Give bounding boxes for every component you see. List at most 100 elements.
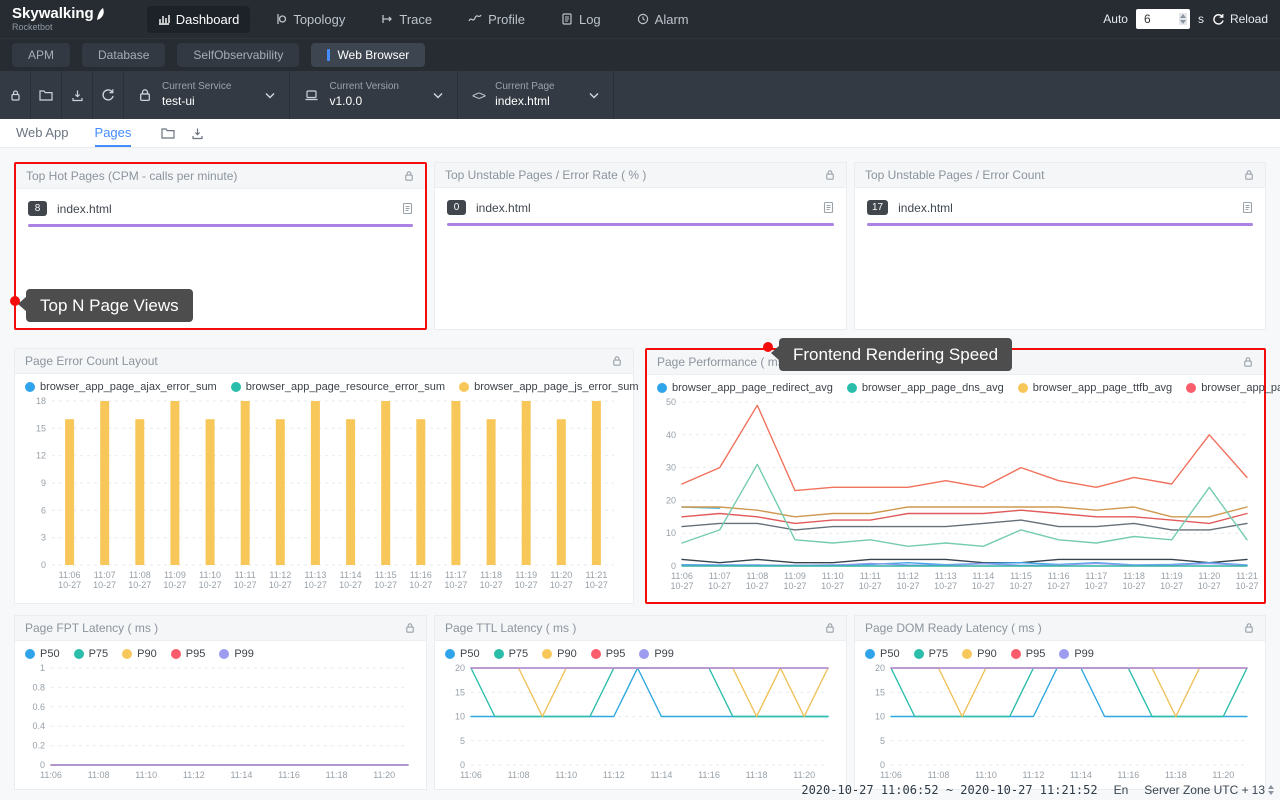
legend-item[interactable]: P75	[74, 648, 109, 660]
current-version-selector[interactable]: Current Version v1.0.0	[290, 71, 457, 119]
legend-item[interactable]: browser_app_page_tcp_avg	[1186, 382, 1280, 394]
svg-text:11:16: 11:16	[698, 770, 720, 780]
legend-item[interactable]: browser_app_page_ttfb_avg	[1018, 382, 1172, 394]
tab-database[interactable]: Database	[82, 43, 165, 67]
legend-item[interactable]: browser_app_page_resource_error_sum	[231, 381, 445, 393]
topn-progress-bar	[447, 223, 834, 226]
panel-title: Page DOM Ready Latency ( ms )	[865, 621, 1243, 635]
selector-value: test-ui	[162, 94, 231, 109]
auto-stepper[interactable]	[1179, 13, 1187, 25]
svg-text:11:0710-27: 11:0710-27	[93, 570, 116, 590]
legend-item[interactable]: P90	[122, 648, 157, 660]
svg-text:11:1310-27: 11:1310-27	[304, 570, 327, 590]
legend-item[interactable]: browser_app_page_redirect_avg	[657, 382, 833, 394]
legend-item[interactable]: P50	[865, 648, 900, 660]
folder-button[interactable]	[161, 127, 175, 140]
legend-label: P75	[929, 648, 949, 660]
server-zone-control[interactable]: Server Zone UTC +13	[1144, 783, 1274, 797]
export-button[interactable]	[191, 127, 204, 140]
legend-item[interactable]: P99	[1059, 648, 1094, 660]
nav-item-dashboard[interactable]: Dashboard	[147, 6, 251, 33]
chart-legend: P50 P75 P90 P95 P99	[435, 641, 846, 662]
legend-item[interactable]: P99	[639, 648, 674, 660]
nav-item-label: Log	[579, 12, 601, 27]
reload-button[interactable]: Reload	[1212, 12, 1268, 26]
tab-web-browser[interactable]: Web Browser	[311, 43, 425, 67]
panel-lock-button[interactable]	[1243, 622, 1255, 634]
svg-text:11:1710-27: 11:1710-27	[1085, 571, 1108, 591]
import-export-button[interactable]	[62, 71, 93, 119]
panel-lock-button[interactable]	[824, 622, 836, 634]
selector-label: Current Page	[495, 81, 554, 94]
panel-lock-button[interactable]	[404, 622, 416, 634]
lock-icon	[1243, 169, 1255, 181]
legend-item[interactable]: P95	[1011, 648, 1046, 660]
current-page-selector[interactable]: <> Current Page index.html	[458, 71, 614, 119]
svg-text:11:14: 11:14	[230, 770, 252, 780]
copy-button[interactable]	[1242, 201, 1253, 214]
refresh-templates-button[interactable]	[93, 71, 124, 119]
folder-icon	[161, 127, 175, 139]
tab-apm[interactable]: APM	[12, 43, 70, 67]
legend-label: P95	[1026, 648, 1046, 660]
tab-label: APM	[28, 48, 54, 62]
time-range-picker[interactable]: 2020-10-27 11:06:52 ~ 2020-10-27 11:21:5…	[801, 783, 1097, 797]
current-service-selector[interactable]: Current Service test-ui	[124, 71, 290, 119]
legend-item[interactable]: P95	[171, 648, 206, 660]
svg-text:11:0610-27: 11:0610-27	[58, 570, 81, 590]
brand-logo[interactable]: Skywalking Rocketbot	[12, 6, 107, 32]
svg-text:11:1210-27: 11:1210-27	[269, 570, 292, 590]
tab-pages[interactable]: Pages	[95, 119, 132, 147]
legend-dot-icon	[1018, 383, 1028, 393]
legend-label: P90	[977, 648, 997, 660]
panel-lock-button[interactable]	[403, 170, 415, 182]
lock-icon	[1243, 622, 1255, 634]
nav-item-log[interactable]: Log	[550, 6, 612, 33]
copy-button[interactable]	[402, 202, 413, 215]
svg-text:11:1410-27: 11:1410-27	[339, 570, 362, 590]
legend-item[interactable]: P75	[494, 648, 529, 660]
tab-selfobservability[interactable]: SelfObservability	[177, 43, 299, 67]
svg-text:40: 40	[666, 430, 676, 440]
lock-edit-button[interactable]	[0, 71, 31, 119]
topn-row[interactable]: 8 index.html	[16, 189, 425, 216]
svg-text:0.4: 0.4	[32, 721, 45, 731]
fpt-latency-line-chart: 00.20.40.60.8111:0611:0811:1011:1211:141…	[21, 662, 420, 782]
lock-icon	[824, 622, 836, 634]
svg-text:11:10: 11:10	[975, 770, 997, 780]
legend-item[interactable]: browser_app_page_dns_avg	[847, 382, 1004, 394]
legend-item[interactable]: P99	[219, 648, 254, 660]
legend-item[interactable]: browser_app_page_js_error_sum	[459, 381, 638, 393]
legend-item[interactable]: P95	[591, 648, 626, 660]
legend-item[interactable]: P50	[25, 648, 60, 660]
legend-item[interactable]: P75	[914, 648, 949, 660]
nav-item-alarm[interactable]: Alarm	[626, 6, 700, 33]
server-zone-label: Server Zone UTC +	[1144, 783, 1248, 797]
panel-lock-button[interactable]	[1243, 169, 1255, 181]
language-switch[interactable]: En	[1114, 783, 1129, 797]
topn-progress-bar	[867, 223, 1253, 226]
legend-item[interactable]: P90	[962, 648, 997, 660]
error-count-bar-chart: 036912151811:0610-2711:0710-2711:0810-27…	[22, 395, 626, 595]
panel-lock-button[interactable]	[1242, 356, 1254, 368]
tab-web-app[interactable]: Web App	[16, 119, 69, 147]
brand-subtitle: Rocketbot	[12, 23, 107, 32]
svg-text:11:14: 11:14	[650, 770, 672, 780]
topn-row[interactable]: 0 index.html	[435, 188, 846, 215]
panel-lock-button[interactable]	[611, 355, 623, 367]
nav-item-topology[interactable]: Topology	[264, 6, 356, 33]
nav-item-profile[interactable]: Profile	[457, 6, 536, 33]
topn-row[interactable]: 17 index.html	[855, 188, 1265, 215]
svg-text:0.2: 0.2	[32, 741, 45, 751]
legend-item[interactable]: P90	[542, 648, 577, 660]
copy-button[interactable]	[823, 201, 834, 214]
legend-label: P50	[40, 648, 60, 660]
svg-text:11:18: 11:18	[326, 770, 348, 780]
legend-item[interactable]: browser_app_page_ajax_error_sum	[25, 381, 217, 393]
nav-item-trace[interactable]: Trace	[370, 6, 443, 33]
zone-stepper[interactable]	[1268, 785, 1274, 795]
panel-lock-button[interactable]	[824, 169, 836, 181]
legend-dot-icon	[445, 649, 455, 659]
templates-button[interactable]	[31, 71, 62, 119]
legend-item[interactable]: P50	[445, 648, 480, 660]
